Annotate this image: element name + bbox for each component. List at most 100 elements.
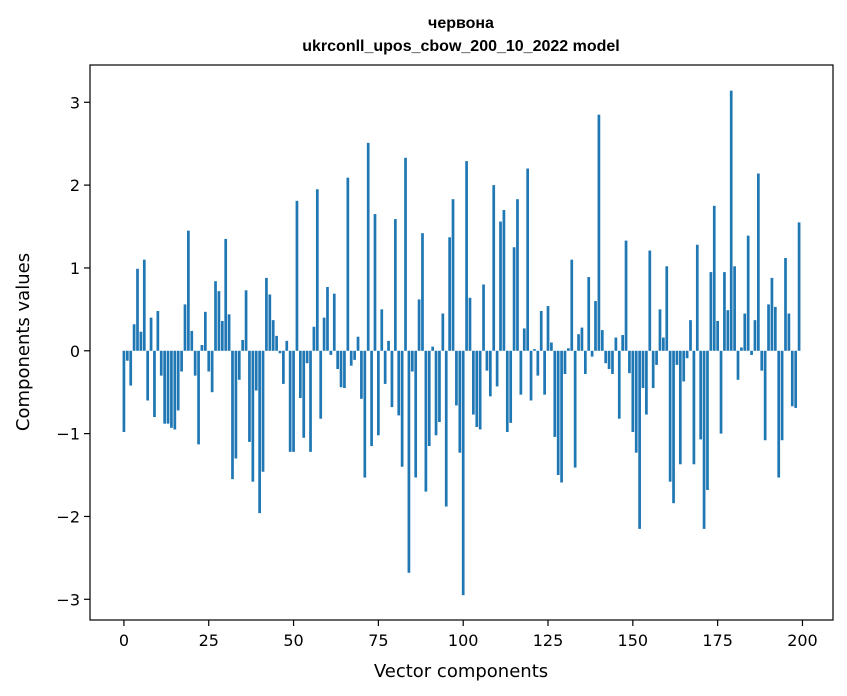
bar-component-102 [468,297,472,351]
bar-component-15 [173,350,177,430]
bar-component-56 [312,326,316,351]
bar-component-111 [499,221,502,351]
bar-component-112 [502,209,506,351]
bar-component-106 [482,284,485,351]
bar-component-12 [163,350,166,424]
bar-component-145 [614,337,618,351]
bar-component-114 [509,350,513,423]
bar-component-33 [234,350,238,459]
bar-component-120 [529,350,533,401]
bar-component-13 [166,350,170,424]
x-tick-label: 100 [448,631,479,650]
bar-component-97 [451,199,455,351]
bar-component-170 [699,350,703,440]
bar-component-28 [217,291,221,351]
bar-component-101 [465,161,468,351]
y-axis-ticks: −3 −2 −1 0 1 2 3 [56,93,90,609]
bar-component-70 [360,350,363,399]
bar-component-182 [740,347,743,351]
bar-component-27 [214,281,217,351]
bar-component-151 [634,350,638,453]
bar-component-107 [485,350,489,371]
bar-component-77 [383,350,387,384]
bar-component-143 [607,350,611,369]
bar-component-51 [295,200,299,351]
y-axis-label: Components values [13,253,34,431]
bar-component-88 [421,233,424,351]
bar-component-35 [241,340,245,351]
bar-component-14 [170,350,173,428]
bar-component-146 [617,350,621,419]
bar-component-87 [417,299,421,351]
bar-component-11 [159,350,163,376]
bar-component-181 [736,350,740,380]
bar-component-5 [139,331,143,351]
x-tick-label: 25 [199,631,219,650]
bar-component-104 [475,350,479,427]
bar-component-150 [631,350,635,432]
y-tick-label: 2 [70,176,80,195]
bar-component-166 [685,350,689,359]
bar-component-63 [336,350,340,369]
bar-component-179 [729,90,733,351]
bar-component-34 [237,350,241,380]
bar-component-138 [590,350,594,357]
bar-component-117 [519,350,523,395]
bar-component-76 [380,309,384,351]
bar-component-189 [763,350,767,441]
bar-component-79 [390,350,394,408]
bar-component-44 [271,320,275,351]
x-tick-label: 175 [702,631,733,650]
bar-component-20 [190,330,194,351]
bar-component-93 [438,350,441,423]
bar-component-92 [434,350,438,436]
bar-component-188 [760,350,764,371]
bar-component-175 [716,320,719,351]
bar-component-126 [550,342,553,351]
bar-component-82 [400,350,404,467]
bar-component-29 [220,320,224,351]
bar-component-184 [746,235,750,351]
bar-component-173 [709,272,713,351]
bar-component-46 [278,350,282,354]
bar-component-68 [353,350,356,360]
bar-component-163 [675,350,679,365]
bar-component-160 [665,266,669,351]
bar-component-164 [678,350,682,465]
bar-component-155 [648,250,652,351]
bar-component-186 [753,320,757,351]
bar-component-66 [346,177,350,351]
bar-component-172 [706,350,709,490]
bar-component-183 [743,313,747,351]
bar-component-39 [254,350,258,391]
bar-component-137 [587,277,591,351]
bar-component-165 [682,350,686,382]
bar-component-121 [533,349,536,351]
bar-component-96 [448,237,451,351]
bar-component-139 [594,301,597,351]
bar-component-43 [268,294,272,351]
bar-component-190 [767,304,770,351]
bar-component-38 [251,350,255,482]
bar-component-134 [577,334,580,351]
bar-component-147 [621,335,625,351]
x-tick-label: 125 [533,631,564,650]
x-tick-label: 200 [787,631,818,650]
bar-component-32 [231,350,234,480]
bar-component-40 [258,350,261,514]
bar-component-161 [668,350,672,482]
bar-component-148 [624,240,628,351]
bar-component-191 [770,277,774,351]
bar-component-159 [662,337,665,351]
bar-component-125 [546,306,550,351]
bar-component-105 [478,350,482,430]
bar-component-178 [726,310,730,351]
bar-component-42 [265,277,268,351]
chart-title-line2: ukrconll_upos_cbow_200_10_2022 model [302,38,619,55]
bar-component-116 [516,199,519,351]
bar-component-74 [373,214,377,351]
bar-component-194 [780,350,784,441]
bar-component-72 [366,142,370,351]
bar-component-198 [794,350,798,408]
bar-component-73 [370,350,373,447]
